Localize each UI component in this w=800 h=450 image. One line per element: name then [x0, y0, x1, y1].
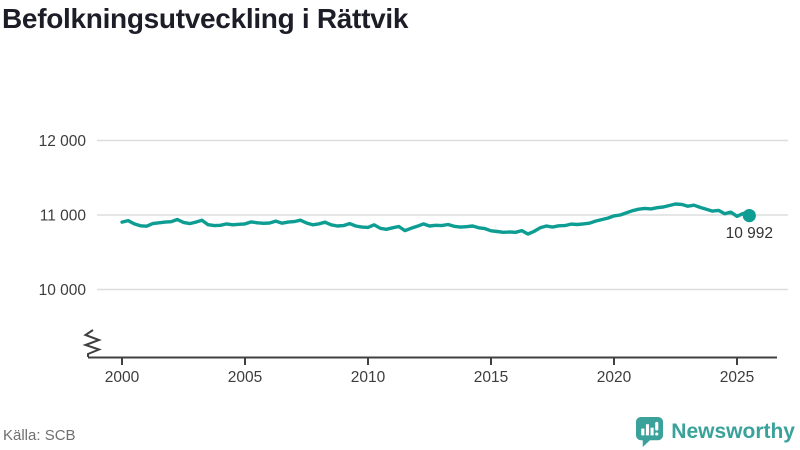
x-tick-label: 2025: [720, 369, 754, 386]
y-tick-label: 12 000: [39, 133, 87, 150]
y-axis-tick-labels: 10 000 11 000 12 000: [39, 133, 87, 299]
x-axis-tick-labels: 2000 2005 2010 2015 2020 2025: [105, 369, 754, 386]
gridlines: [97, 139, 788, 291]
newsworthy-logo[interactable]: Newsworthy: [635, 416, 795, 447]
x-tick-label: 2015: [474, 369, 508, 386]
y-tick-label: 11 000: [40, 208, 87, 225]
x-tick-label: 2020: [597, 369, 632, 386]
x-tick-label: 2000: [105, 369, 140, 386]
axis-break-zigzag-icon: [82, 329, 102, 357]
x-axis-ticks: [121, 357, 738, 365]
last-value-label: 10 992: [725, 225, 773, 242]
y-tick-label: 10 000: [39, 282, 87, 299]
page-title: Befolkningsutveckling i Rättvik: [2, 3, 409, 34]
population-series-line: [120, 202, 751, 236]
source-caption: Källa: SCB: [3, 427, 76, 444]
x-tick-label: 2010: [351, 369, 386, 386]
newsworthy-bubble-chart-icon: [636, 417, 664, 447]
newsworthy-wordmark: Newsworthy: [671, 419, 795, 443]
last-value-dot: [742, 209, 756, 223]
x-tick-label: 2005: [228, 369, 262, 386]
